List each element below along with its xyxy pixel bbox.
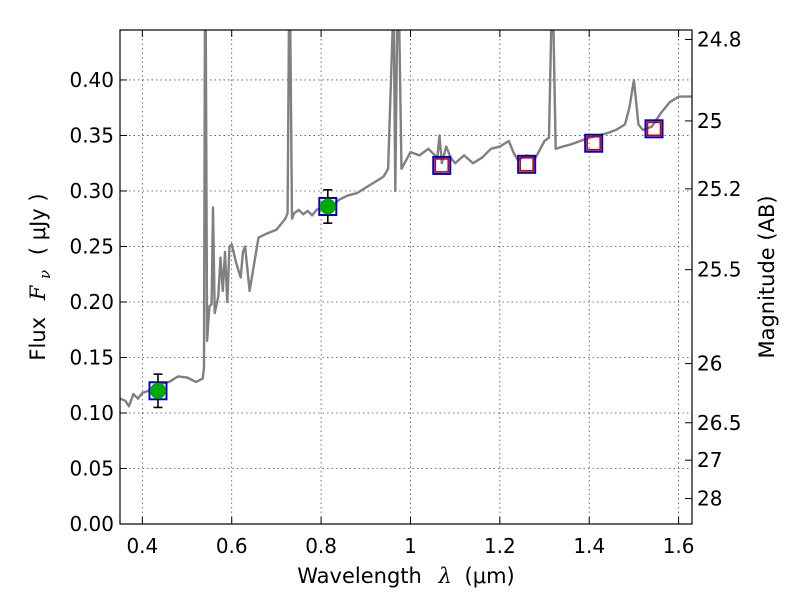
upper-limit-marker: [434, 158, 450, 173]
upper-limit-marker: [519, 157, 534, 172]
model-point-box: [644, 119, 664, 139]
y-tick-label: 0.15: [69, 345, 114, 369]
model-point-box: [584, 133, 604, 153]
y2-axis-label: Magnitude (AB): [755, 195, 779, 358]
upper-limit-marker: [586, 135, 601, 151]
markers-layer: [148, 119, 664, 409]
y-axis-label-symbol: F: [26, 284, 50, 301]
x-axis-label-unit: (μm): [465, 564, 515, 588]
spectrum-line: [120, 30, 692, 408]
axes-frame: [119, 29, 693, 525]
y-tick-label: 0.30: [69, 179, 114, 203]
x-tick-label: 1.4: [573, 534, 605, 558]
y-tick-label: 0.10: [69, 401, 114, 425]
y-axis-label-subscript: ν: [36, 270, 54, 279]
y-tick-label: 0.25: [69, 234, 114, 258]
x-axis-label-text: Wavelength: [297, 564, 422, 588]
x-axis-label: Wavelength λ (μm): [297, 564, 514, 588]
x-tick-label: 1.6: [663, 534, 695, 558]
model-point-box: [432, 155, 452, 175]
y-axis-label-text: Flux: [26, 317, 50, 361]
y-axis-label: Flux F ν ( μJy ): [26, 193, 55, 360]
y2-tick-label: 25: [697, 109, 722, 133]
photometry-point: [149, 382, 166, 399]
y-tick-label: 0.35: [69, 123, 114, 147]
model-point-box: [517, 154, 537, 174]
y2-tick-label: 24.8: [697, 27, 742, 51]
y2-tick-label: 25.2: [697, 177, 742, 201]
series-layer: [120, 30, 692, 408]
upper-limit-marker: [646, 121, 662, 137]
y2-tick-label: 27: [697, 448, 722, 472]
x-axis-label-symbol: λ: [438, 564, 452, 588]
tick-labels-layer: 0.4 0.6 0.8 1 1.2 1.4 1.6 0.00 0.05 0.10 0.15 0.20 0…: [69, 27, 741, 558]
x-tick-label: 1: [404, 534, 417, 558]
y-tick-label: 0.20: [69, 290, 114, 314]
x-tick-label: 1.2: [484, 534, 516, 558]
y-tick-label: 0.40: [69, 68, 114, 92]
photometry-point: [319, 198, 336, 215]
x-tick-label: 0.4: [126, 534, 158, 558]
y2-tick-label: 25.5: [697, 258, 742, 282]
y2-tick-label: 28: [697, 487, 722, 511]
x-tick-label: 0.6: [216, 534, 248, 558]
y2-tick-label: 26: [697, 352, 722, 376]
y-axis-label-unit: ( μJy ): [26, 193, 50, 255]
y-tick-label: 0.05: [69, 456, 114, 480]
ticks-layer: [120, 30, 692, 525]
y2-tick-label: 26.5: [697, 411, 742, 435]
x-tick-label: 0.8: [305, 534, 337, 558]
plot-area: [120, 30, 692, 524]
y-tick-label: 0.00: [69, 512, 114, 536]
